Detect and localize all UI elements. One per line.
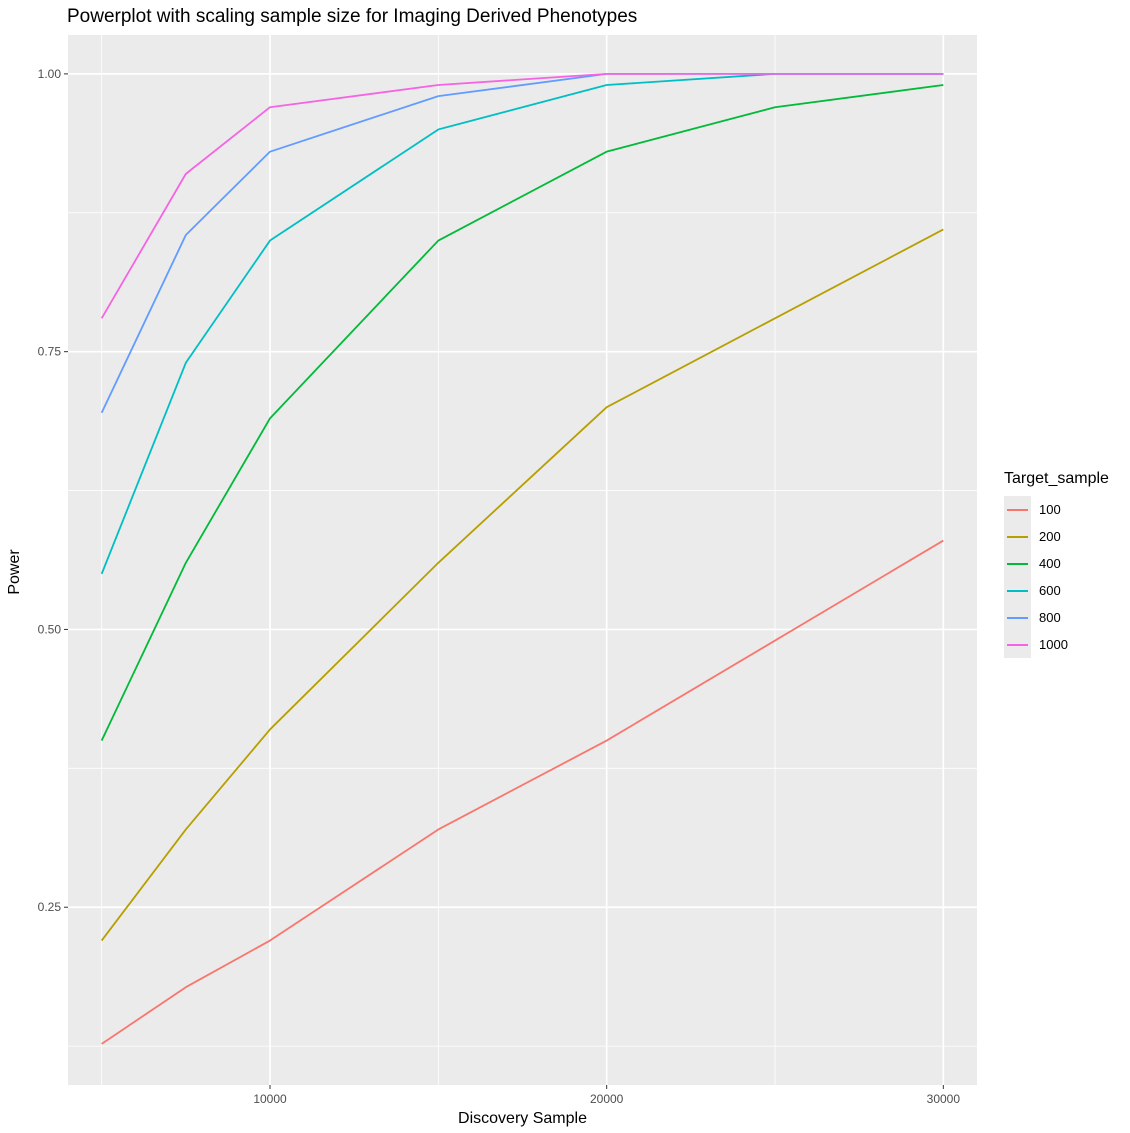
grid-minor	[68, 35, 977, 1085]
x-tick-label: 20000	[590, 1092, 624, 1106]
x-tick-label: 10000	[253, 1092, 287, 1106]
legend-swatch	[1007, 617, 1028, 619]
legend-key	[1004, 631, 1031, 658]
legend-label: 200	[1039, 529, 1061, 544]
legend-item-1000: 1000	[1004, 631, 1109, 658]
series-line-1000	[100, 72, 944, 319]
y-axis-ticks: 0.25 0.50 0.75 1.00	[38, 67, 68, 914]
legend-item-800: 800	[1004, 604, 1109, 631]
series-layer	[100, 72, 944, 1045]
y-tick-label: 0.25	[38, 900, 62, 914]
legend-key	[1004, 550, 1031, 577]
legend-key	[1004, 523, 1031, 550]
legend-label: 800	[1039, 610, 1061, 625]
y-tick-label: 0.75	[38, 345, 62, 359]
legend-swatch	[1007, 644, 1028, 646]
legend-item-200: 200	[1004, 523, 1109, 550]
plot-panel	[68, 35, 977, 1085]
series-line-400	[100, 84, 944, 741]
legend-swatch	[1007, 563, 1028, 565]
legend-item-100: 100	[1004, 496, 1109, 523]
legend-key	[1004, 496, 1031, 523]
legend-swatch	[1007, 509, 1028, 511]
legend-swatch	[1007, 536, 1028, 538]
x-tick-label: 30000	[927, 1092, 961, 1106]
legend-label: 600	[1039, 583, 1061, 598]
x-axis-title: Discovery Sample	[458, 1110, 587, 1127]
x-axis-ticks: 10000 20000 30000	[253, 1085, 960, 1106]
legend: Target_sample 100 200 400 600 800 1000	[1004, 470, 1109, 658]
chart-title: Powerplot with scaling sample size for I…	[67, 6, 638, 27]
legend-swatch	[1007, 590, 1028, 592]
y-tick-label: 0.50	[38, 622, 62, 636]
grid-major	[68, 35, 977, 1085]
legend-title: Target_sample	[1004, 470, 1109, 487]
legend-label: 100	[1039, 502, 1061, 517]
legend-item-600: 600	[1004, 577, 1109, 604]
y-axis-title: Power	[6, 549, 23, 595]
legend-items: 100 200 400 600 800 1000	[1004, 496, 1109, 658]
legend-key	[1004, 577, 1031, 604]
legend-item-400: 400	[1004, 550, 1109, 577]
series-line-100	[101, 539, 944, 1045]
legend-key	[1004, 604, 1031, 631]
legend-label: 1000	[1039, 637, 1068, 652]
series-line-200	[100, 228, 944, 942]
legend-label: 400	[1039, 556, 1061, 571]
y-tick-label: 1.00	[38, 67, 62, 81]
